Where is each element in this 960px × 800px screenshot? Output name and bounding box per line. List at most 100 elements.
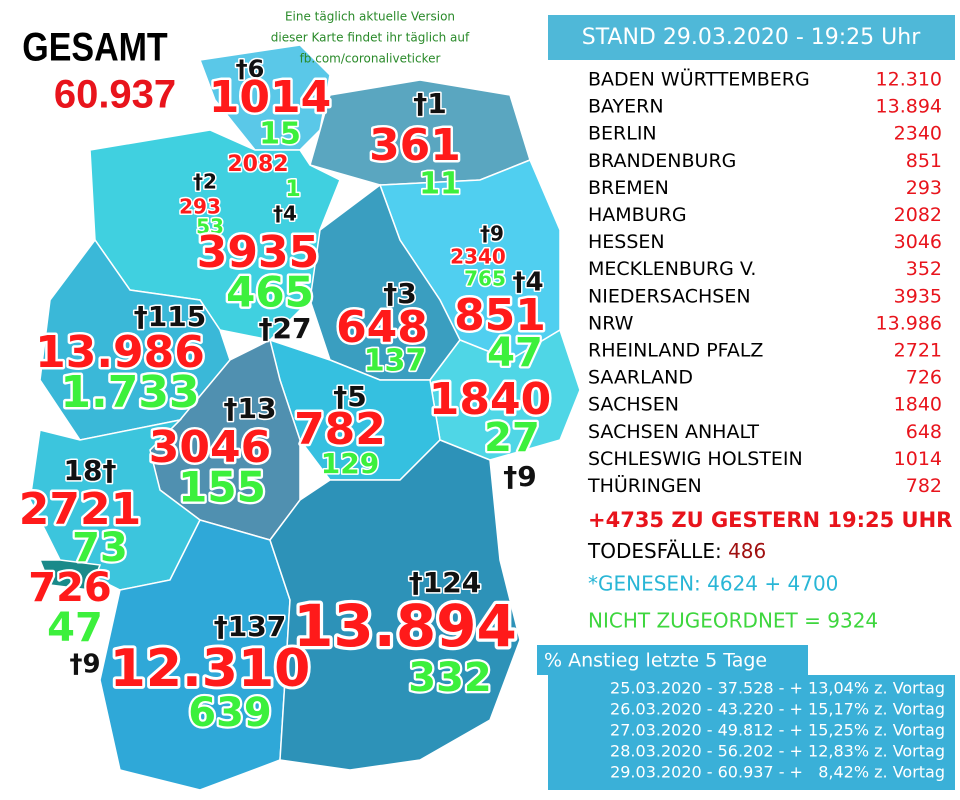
- state-name: SACHSEN ANHALT: [588, 421, 759, 443]
- trend-row: 29.03.2020 - 60.937 - + 8,42% z. Vortag: [610, 763, 945, 782]
- state-name: NIEDERSACHSEN: [588, 285, 751, 307]
- map-label-cases: 1840: [429, 374, 551, 425]
- map-label-recovered: 155: [178, 463, 266, 512]
- map-label-recovered: 765: [464, 267, 506, 291]
- map-label-deaths: †6: [236, 55, 265, 83]
- map-label-cases: 782: [294, 404, 386, 455]
- stand: STAND 29.03.2020 - 19:25 Uhr: [582, 25, 921, 50]
- header-title: GESAMT: [22, 24, 168, 69]
- map-label-recovered: 1: [285, 177, 300, 202]
- map-label-recovered: 465: [226, 268, 314, 317]
- map-label-deaths: †124: [409, 566, 481, 599]
- state-count: 726: [906, 367, 942, 389]
- map: [29, 44, 581, 791]
- map-label-deaths: †4: [273, 202, 297, 226]
- deaths-value: 486: [728, 539, 766, 563]
- map-label-cases: 2082: [227, 152, 288, 177]
- state-count: 648: [906, 421, 942, 443]
- map-label-recovered: 332: [408, 655, 492, 701]
- trend-header-box: [537, 645, 808, 675]
- state-count: 352: [906, 258, 942, 280]
- map-label-deaths: †9: [503, 460, 536, 493]
- state-name: BAYERN: [588, 96, 664, 118]
- state-count: 1840: [894, 394, 942, 416]
- map-label-recovered: 129: [321, 447, 379, 480]
- state-count: 1014: [894, 448, 942, 470]
- state-name: BREMEN: [588, 177, 669, 199]
- map-label-deaths: †3: [383, 277, 416, 310]
- state-name: BERLIN: [588, 123, 657, 145]
- map-label-recovered: 1.733: [60, 367, 199, 418]
- state-name: SAARLAND: [588, 367, 693, 389]
- state-schleswig-holstein: [198, 44, 331, 151]
- map-label-recovered: 53: [196, 215, 224, 239]
- map-label-recovered: 73: [72, 525, 128, 571]
- map-label-deaths: †115: [134, 300, 206, 333]
- map-label-recovered: 137: [364, 344, 427, 379]
- trend-rows: 25.03.2020 - 37.528 - + 13,04% z. Vortag…: [610, 679, 945, 782]
- map-label-cases: 293: [179, 195, 221, 219]
- stand-box: [548, 15, 955, 60]
- state-name: MECKLENBURG V.: [588, 258, 756, 280]
- map-label-cases: 3935: [197, 227, 319, 278]
- map-label-cases: 13.894: [293, 592, 517, 660]
- map-label-deaths: †1: [413, 87, 446, 120]
- map-label-recovered: 11: [419, 167, 461, 202]
- state-rheinland-pfalz: [29, 418, 201, 591]
- increase: +4735 ZU GESTERN 19:25 UHR: [588, 508, 952, 532]
- note-line: Eine täglich aktuelle Version: [285, 10, 455, 24]
- map-label-deaths: †13: [224, 392, 277, 425]
- map-label-deaths: †137: [214, 610, 286, 643]
- trend-row: 27.03.2020 - 49.812 - + 15,25% z. Vortag: [610, 721, 945, 740]
- state-name: THÜRINGEN: [587, 474, 702, 497]
- map-label-cases: 2721: [19, 484, 141, 535]
- map-label-deaths: †9: [69, 650, 100, 680]
- map-label-recovered: 27: [484, 415, 540, 461]
- map-label-cases: 648: [336, 302, 428, 353]
- state-saarland: [38, 559, 102, 591]
- header-total: 60.937: [54, 73, 176, 117]
- state-count: 12.310: [876, 69, 942, 91]
- state-count: 2721: [894, 340, 942, 362]
- map-label-recovered: 15: [259, 117, 301, 152]
- state-count: 2082: [894, 204, 942, 226]
- map-label-cases: 3046: [149, 422, 271, 473]
- map-label-deaths: †5: [333, 380, 366, 413]
- map-label-deaths: 18†: [64, 454, 117, 487]
- deaths-line: TODESFÄLLE: 486: [587, 539, 766, 563]
- map-label-cases: 13.986: [35, 327, 205, 378]
- trend-row: 26.03.2020 - 43.220 - + 15,17% z. Vortag: [610, 700, 945, 719]
- deaths-label: TODESFÄLLE:: [587, 539, 722, 563]
- map-labels: †610141520821†229353†43935465†136111†923…: [16, 54, 553, 739]
- state-name: SACHSEN: [588, 394, 679, 416]
- map-label-recovered: 47: [487, 330, 543, 376]
- trend-row: 28.03.2020 - 56.202 - + 12,83% z. Vortag: [610, 742, 945, 761]
- map-label-recovered: 47: [47, 605, 103, 651]
- map-label-deaths: †2: [193, 170, 217, 194]
- state-bayern: [269, 439, 521, 771]
- state-name: HESSEN: [588, 231, 665, 253]
- state-count: 851: [906, 150, 942, 172]
- map-label-cases: 1014: [209, 72, 331, 123]
- state-count: 293: [906, 177, 942, 199]
- map-label-recovered: 639: [188, 690, 272, 736]
- note-line: dieser Karte findet ihr täglich auf: [271, 31, 470, 45]
- trend-title: % Anstieg letzte 5 Tage: [544, 650, 767, 672]
- trend-row: 25.03.2020 - 37.528 - + 13,04% z. Vortag: [610, 679, 945, 698]
- trend-box: [548, 675, 955, 790]
- map-label-cases: 2340: [450, 245, 506, 269]
- state-count: 13.986: [876, 312, 942, 334]
- note-line: fb.com/coronaliveticker: [300, 52, 441, 66]
- map-label-cases: 851: [454, 290, 546, 341]
- state-count: 13.894: [876, 96, 942, 118]
- state-name: BRANDENBURG: [588, 150, 736, 172]
- state-count: 3046: [894, 231, 942, 253]
- map-label-deaths: †9: [480, 222, 504, 246]
- state-name: HAMBURG: [588, 204, 687, 226]
- state-name: RHEINLAND PFALZ: [588, 340, 763, 362]
- state-name: BADEN WÜRTTEMBERG: [588, 68, 810, 91]
- map-label-deaths: †27: [259, 312, 312, 345]
- note: Eine täglich aktuelle Version dieser Kar…: [271, 10, 470, 66]
- state-count: 782: [906, 475, 942, 497]
